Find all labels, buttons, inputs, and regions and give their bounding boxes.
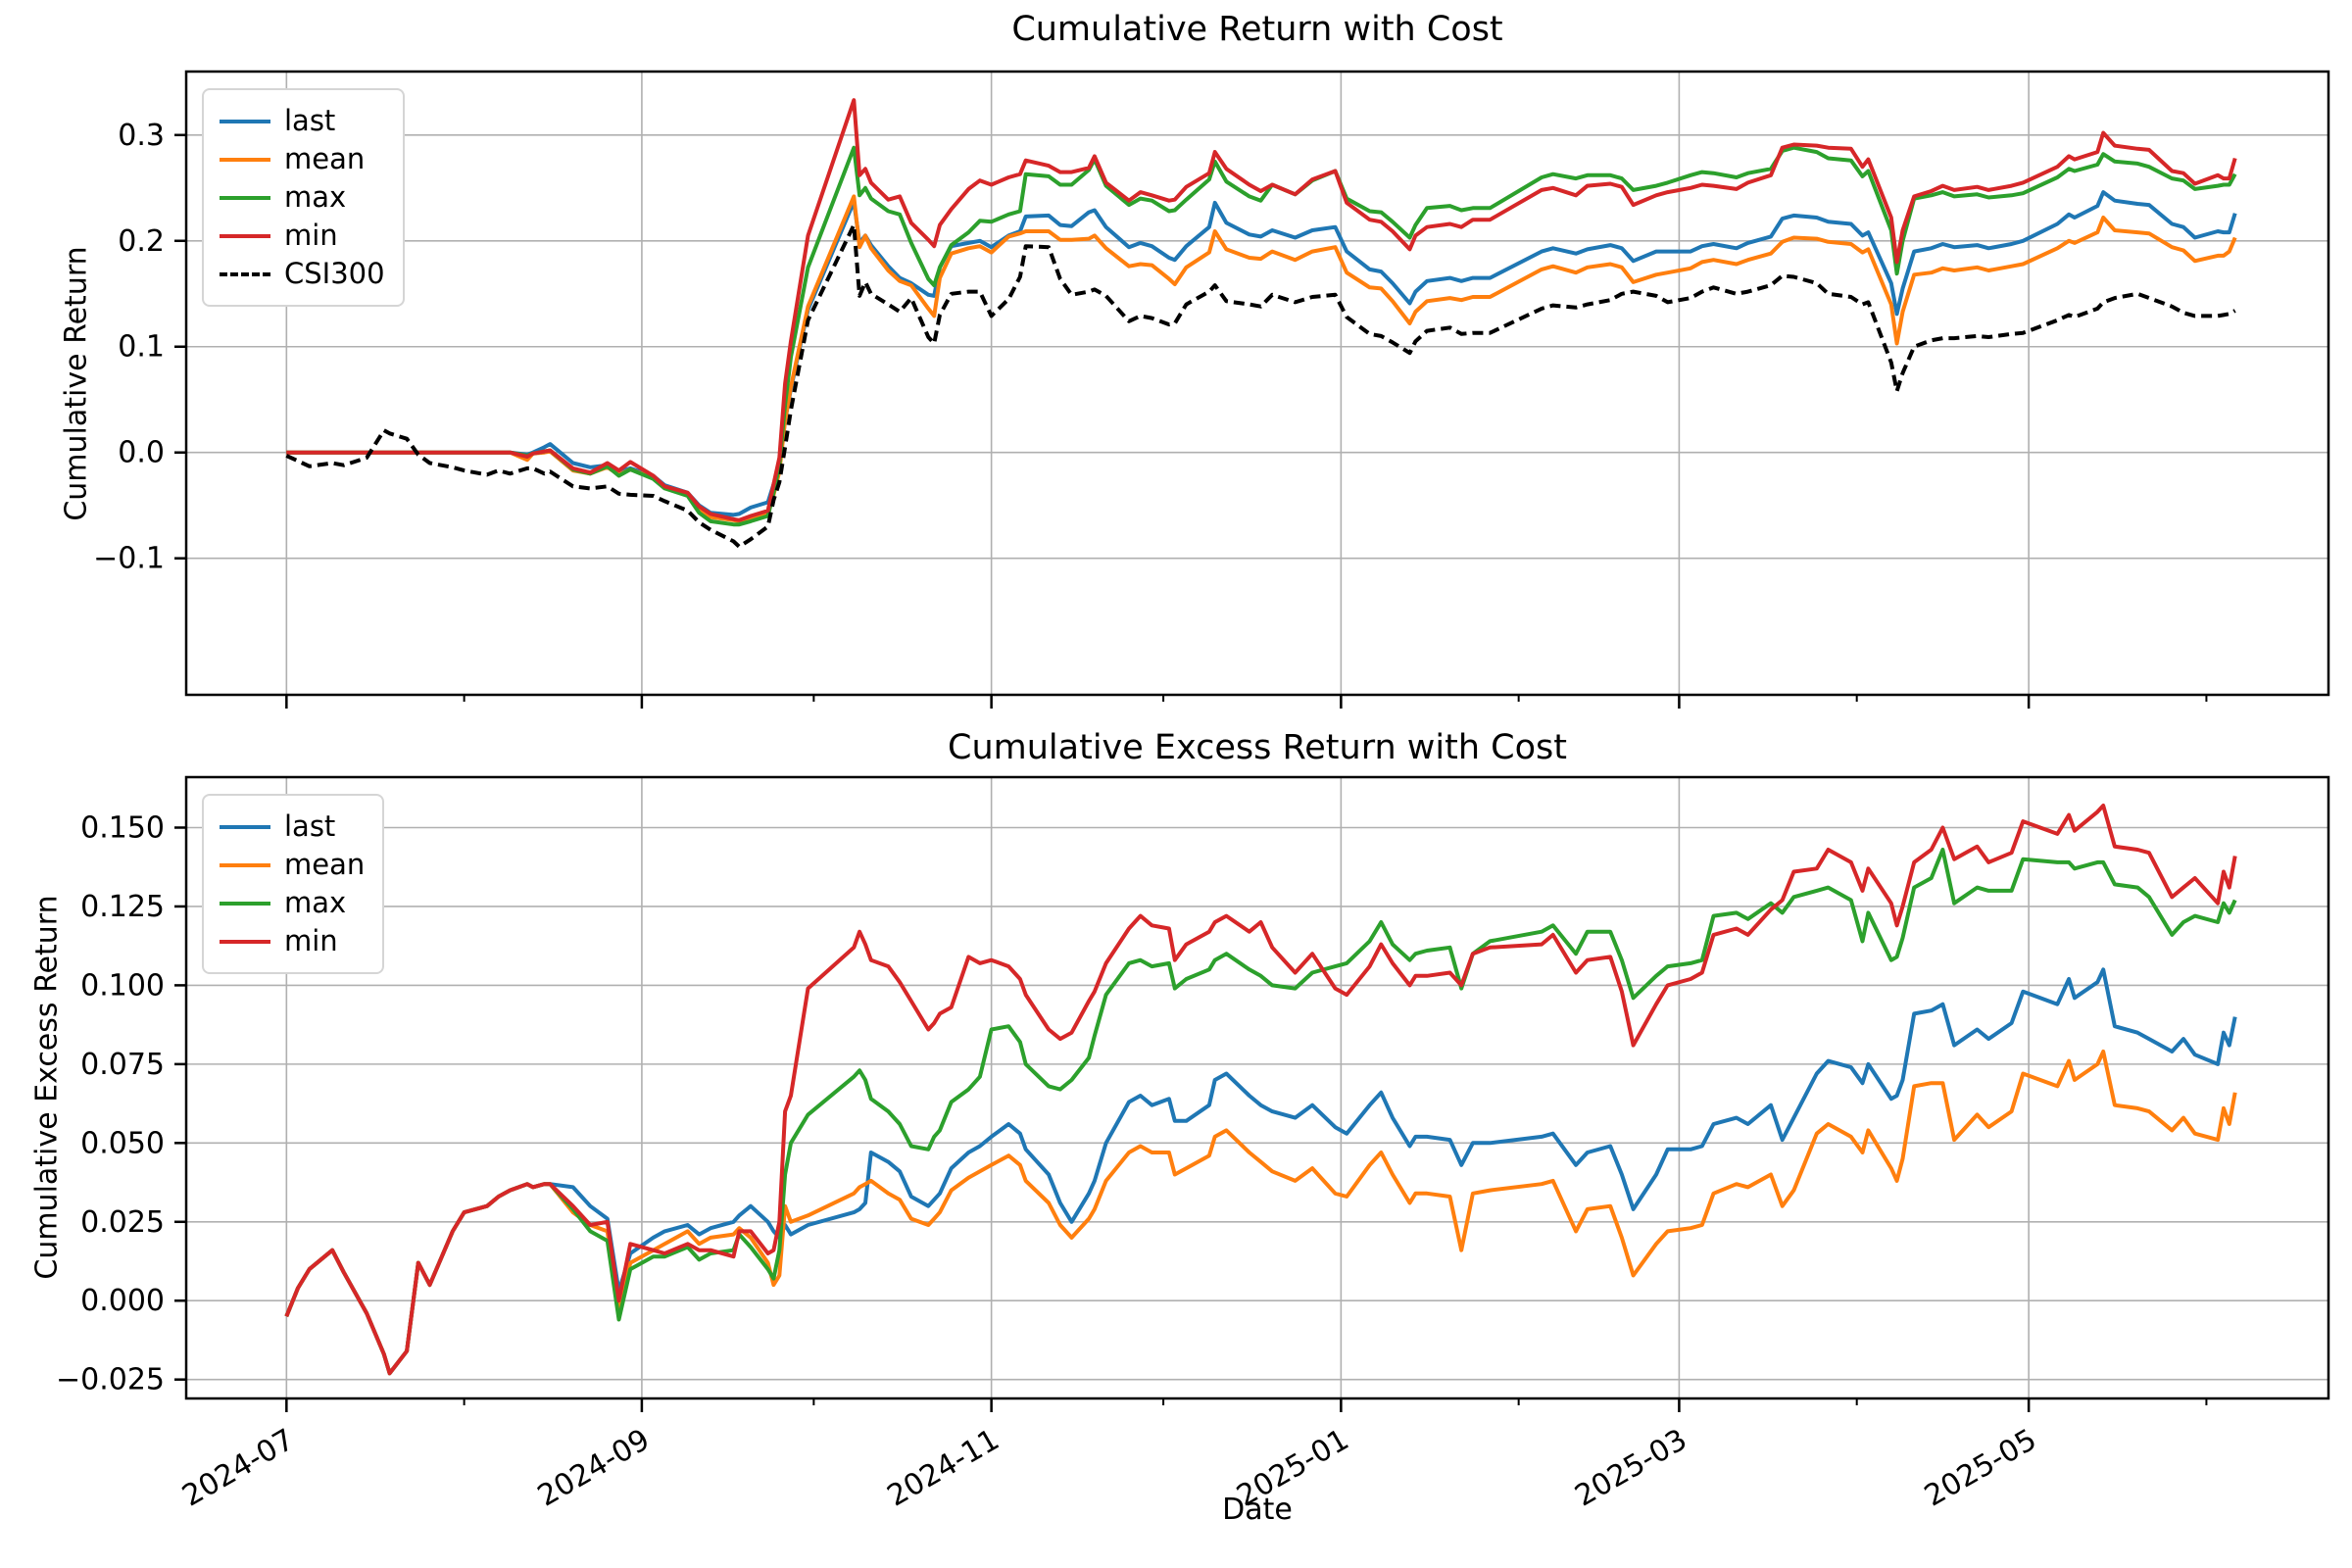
legend-item-csi300: CSI300 — [220, 255, 385, 293]
legend-item-max: max — [220, 884, 365, 922]
axes-spine — [184, 70, 2330, 697]
y-tick-label: 0.125 — [80, 890, 165, 924]
legend-item-mean: mean — [220, 140, 385, 178]
line-sample-last — [220, 824, 270, 829]
line-sample-mean — [220, 862, 270, 867]
y-tick-label: 0.100 — [80, 968, 165, 1003]
legend-item-max: max — [220, 178, 385, 217]
y-tick-label: 0.1 — [118, 330, 165, 365]
legend-label: last — [284, 809, 336, 843]
y-tick-label: 0.2 — [118, 224, 165, 259]
x-axis-label: Date — [1222, 1493, 1293, 1527]
y-tick-label: 0.075 — [80, 1048, 165, 1082]
y-tick-label: 0.025 — [80, 1205, 165, 1240]
y-tick-label: −0.1 — [93, 542, 165, 576]
axes-spine — [184, 775, 2330, 1400]
bottom-legend: last mean max min — [202, 794, 385, 974]
legend-item-last: last — [220, 808, 365, 846]
legend-label: min — [284, 924, 338, 957]
y-tick-label: 0.3 — [118, 119, 165, 153]
line-sample-mean — [220, 157, 270, 162]
y-tick-label: 0.000 — [80, 1284, 165, 1318]
legend-item-mean: mean — [220, 846, 365, 884]
legend-label: max — [284, 886, 347, 919]
y-tick-label: 0.150 — [80, 810, 165, 845]
top-chart-title: Cumulative Return with Cost — [1011, 10, 1503, 49]
legend-item-last: last — [220, 102, 385, 140]
legend-label: min — [284, 219, 338, 252]
series-line-max — [286, 145, 2237, 527]
y-tick-label: 0.050 — [80, 1126, 165, 1160]
legend-label: mean — [284, 848, 366, 881]
line-sample-max — [220, 901, 270, 906]
series-line-min — [284, 804, 2237, 1376]
bottom-chart: −0.025 0.000 0.025 0.050 0.075 0.100 0.125 0.15… — [56, 775, 2330, 1514]
series-line-max — [284, 848, 2237, 1376]
line-sample-min — [220, 233, 270, 238]
top-y-axis-label: Cumulative Return — [59, 246, 94, 521]
bottom-y-axis-label: Cumulative Excess Return — [29, 895, 65, 1280]
legend-item-min: min — [220, 217, 385, 255]
series-line-last — [284, 967, 2237, 1376]
series-line-min — [286, 98, 2237, 522]
line-sample-max — [220, 195, 270, 200]
bottom-chart-title: Cumulative Excess Return with Cost — [948, 728, 1567, 767]
legend-label: CSI300 — [284, 257, 385, 290]
y-tick-label: 0.0 — [118, 436, 165, 470]
line-sample-min — [220, 939, 270, 944]
legend-item-min: min — [220, 922, 365, 960]
legend-label: max — [284, 180, 347, 214]
top-legend: last mean max min CSI300 — [202, 88, 405, 307]
y-tick-label: −0.025 — [56, 1363, 165, 1397]
line-sample-last — [220, 119, 270, 123]
line-sample-csi300 — [220, 271, 270, 276]
top-chart: −0.1 0.0 0.1 0.2 0.3 — [93, 70, 2330, 709]
legend-label: last — [284, 104, 336, 137]
legend-label: mean — [284, 142, 366, 175]
series-line-csi300 — [285, 222, 2236, 549]
